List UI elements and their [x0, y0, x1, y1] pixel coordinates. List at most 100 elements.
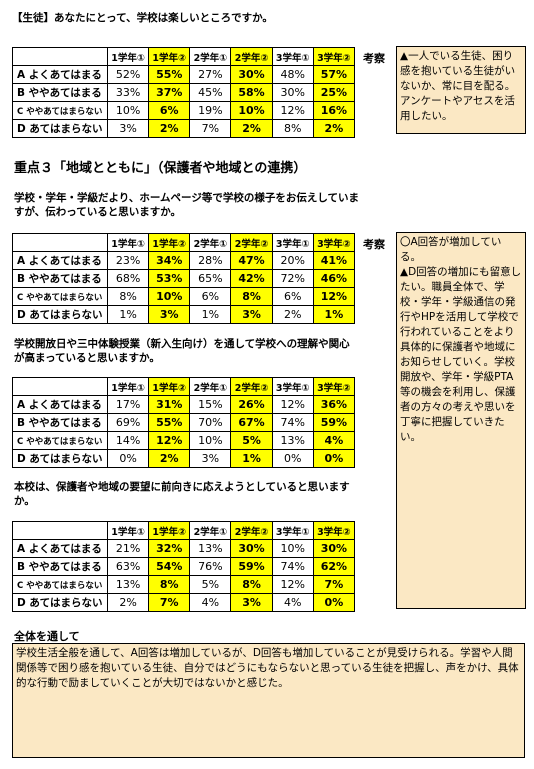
- table-cell: 4%: [271, 593, 314, 612]
- table-row: B ややあてはまる 69% 55% 70% 67% 74% 59%: [12, 413, 356, 432]
- row-label: B ややあてはまる: [12, 557, 108, 576]
- table-cell: 55%: [148, 413, 191, 432]
- table-cell: 65%: [189, 269, 232, 288]
- table-cell: 1%: [106, 305, 150, 324]
- table-cell: 76%: [189, 557, 232, 576]
- table-cell: 0%: [312, 449, 356, 468]
- table-row: A よくあてはまる 21% 32% 13% 30% 10% 30%: [12, 539, 356, 558]
- question-text: 学校開放日や三中体験授業（新入生向け）を通して学校への理解や関心が高まっていると…: [14, 338, 350, 364]
- table-cell: 48%: [271, 65, 314, 84]
- survey-table: 1学年① 1学年② 2学年① 2学年② 3学年① 3学年② A よくあてはまる 17% 31% 1…: [12, 377, 356, 468]
- row-label: C ややあてはまらない: [12, 575, 108, 594]
- table-row: D あてはまらない 1% 3% 1% 3% 2% 1%: [12, 305, 356, 324]
- table-cell: 7%: [189, 119, 232, 138]
- table-header-row: 1学年① 1学年② 2学年① 2学年② 3学年① 3学年②: [12, 377, 356, 396]
- table-cell: 52%: [106, 65, 150, 84]
- table-cell: 2%: [106, 593, 150, 612]
- table-cell: 12%: [271, 101, 314, 120]
- question-text: 本校は、保護者や地域の要望に前向きに応えようとしていると思いますか。: [14, 481, 350, 507]
- table-cell: 3%: [148, 305, 191, 324]
- table-cell: 6%: [189, 287, 232, 306]
- column-header: 1学年②: [148, 233, 191, 252]
- table-cell: 10%: [189, 431, 232, 450]
- question-text: 学校・学年・学級だより、ホームページ等で学校の様子をお伝えしていますが、伝わって…: [14, 192, 360, 218]
- table-cell: 47%: [230, 251, 273, 270]
- table-cell: 7%: [312, 575, 356, 594]
- table-row: A よくあてはまる 17% 31% 15% 26% 12% 36%: [12, 395, 356, 414]
- table-cell: 4%: [189, 593, 232, 612]
- table-cell: 10%: [230, 101, 273, 120]
- table-row: B ややあてはまる 63% 54% 76% 59% 74% 62%: [12, 557, 356, 576]
- table-header-row: 1学年① 1学年② 2学年① 2学年② 3学年① 3学年②: [12, 47, 356, 66]
- table-cell: 63%: [106, 557, 150, 576]
- column-header: 2学年②: [230, 233, 273, 252]
- table-cell: 25%: [312, 83, 356, 102]
- table-row: D あてはまらない 2% 7% 4% 3% 4% 0%: [12, 593, 356, 612]
- table-cell: 8%: [230, 575, 273, 594]
- table-row: C ややあてはまらない 14% 12% 10% 5% 13% 4%: [12, 431, 356, 450]
- table-row: C ややあてはまらない 10% 6% 19% 10% 12% 16%: [12, 101, 356, 120]
- table-cell: 1%: [189, 305, 232, 324]
- table-cell: 10%: [106, 101, 150, 120]
- table-cell: 10%: [271, 539, 314, 558]
- column-header: 2学年①: [189, 521, 232, 540]
- table-cell: 0%: [106, 449, 150, 468]
- table-cell: 1%: [312, 305, 356, 324]
- column-header: 2学年②: [230, 47, 273, 66]
- column-header: 3学年②: [312, 521, 356, 540]
- header-corner: [12, 47, 108, 66]
- table-cell: 36%: [312, 395, 356, 414]
- table-cell: 0%: [312, 593, 356, 612]
- column-header: 1学年②: [148, 377, 191, 396]
- table-cell: 34%: [148, 251, 191, 270]
- table-row: B ややあてはまる 33% 37% 45% 58% 30% 25%: [12, 83, 356, 102]
- table-cell: 1%: [230, 449, 273, 468]
- table-cell: 8%: [106, 287, 150, 306]
- table-cell: 30%: [271, 83, 314, 102]
- row-label: A よくあてはまる: [12, 251, 108, 270]
- table-row: C ややあてはまらない 8% 10% 6% 8% 6% 12%: [12, 287, 356, 306]
- row-label: B ややあてはまる: [12, 83, 108, 102]
- table-cell: 2%: [148, 449, 191, 468]
- kousatsu-label: 考察: [363, 238, 385, 251]
- table-cell: 2%: [271, 305, 314, 324]
- summary-title: 全体を通して: [14, 630, 80, 643]
- section-title: 重点３「地域とともに」（保護者や地域との連携）: [14, 161, 307, 176]
- column-header: 2学年①: [189, 233, 232, 252]
- row-label: D あてはまらない: [12, 449, 108, 468]
- table-cell: 42%: [230, 269, 273, 288]
- comment-box: 〇A回答が増加している。 ▲D回答の増加にも留意したい。職員全体で、学校・学年・…: [396, 232, 526, 609]
- table-cell: 59%: [230, 557, 273, 576]
- table-cell: 20%: [271, 251, 314, 270]
- table-cell: 69%: [106, 413, 150, 432]
- table-cell: 55%: [148, 65, 191, 84]
- column-header: 2学年①: [189, 377, 232, 396]
- table-cell: 12%: [312, 287, 356, 306]
- survey-table: 1学年① 1学年② 2学年① 2学年② 3学年① 3学年② A よくあてはまる 23% 34% 2…: [12, 233, 356, 324]
- table-cell: 5%: [189, 575, 232, 594]
- table-cell: 3%: [230, 593, 273, 612]
- table-cell: 19%: [189, 101, 232, 120]
- header-corner: [12, 233, 108, 252]
- table-cell: 8%: [271, 119, 314, 138]
- row-label: C ややあてはまらない: [12, 101, 108, 120]
- column-header: 1学年①: [106, 47, 150, 66]
- table-cell: 12%: [271, 395, 314, 414]
- table-cell: 2%: [312, 119, 356, 138]
- table-cell: 62%: [312, 557, 356, 576]
- row-label: A よくあてはまる: [12, 539, 108, 558]
- row-label: A よくあてはまる: [12, 395, 108, 414]
- row-label: D あてはまらない: [12, 119, 108, 138]
- table-cell: 46%: [312, 269, 356, 288]
- column-header: 1学年①: [106, 233, 150, 252]
- table-cell: 12%: [148, 431, 191, 450]
- table-cell: 37%: [148, 83, 191, 102]
- table-cell: 3%: [189, 449, 232, 468]
- table-row: D あてはまらない 3% 2% 7% 2% 8% 2%: [12, 119, 356, 138]
- table-cell: 67%: [230, 413, 273, 432]
- table-cell: 3%: [106, 119, 150, 138]
- table-row: A よくあてはまる 23% 34% 28% 47% 20% 41%: [12, 251, 356, 270]
- table-cell: 41%: [312, 251, 356, 270]
- row-label: D あてはまらない: [12, 305, 108, 324]
- row-label: A よくあてはまる: [12, 65, 108, 84]
